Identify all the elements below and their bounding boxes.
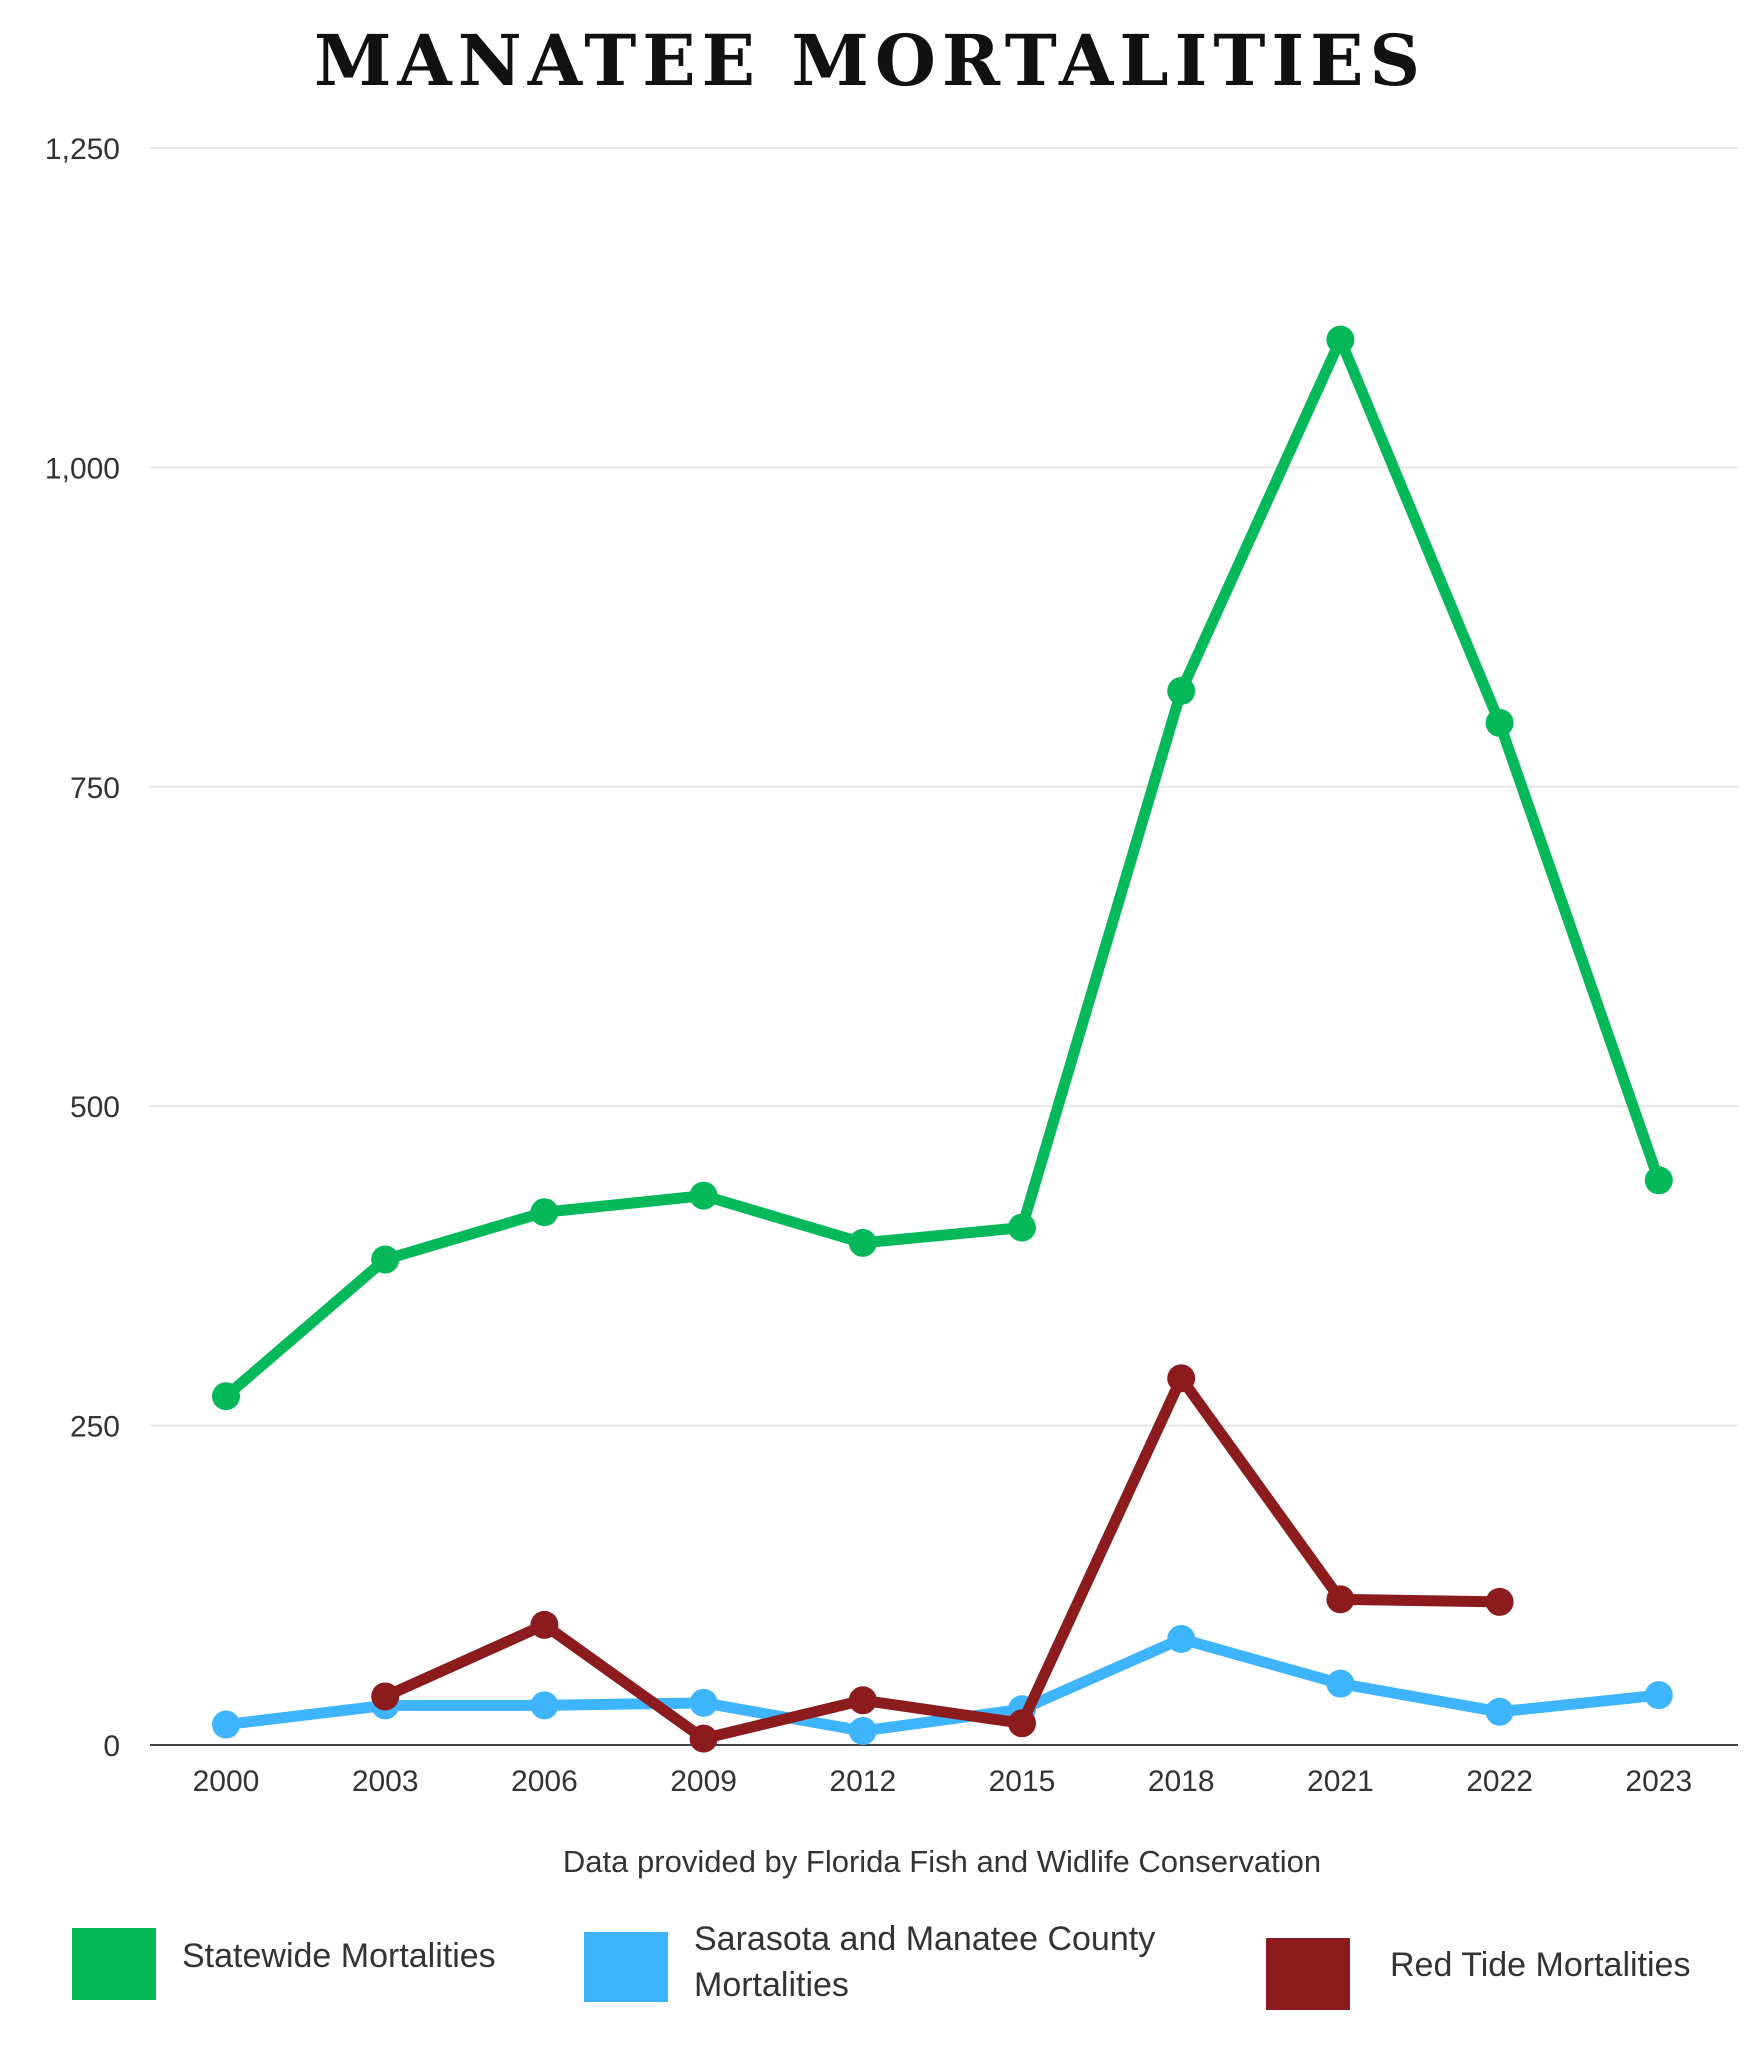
data-point: [371, 1245, 400, 1274]
data-point: [1485, 708, 1514, 737]
legend-item-2: Red Tide Mortalities: [1266, 1938, 1690, 2010]
data-point: [530, 1198, 559, 1227]
series-line: [379, 1372, 1506, 1745]
data-point: [371, 1682, 400, 1711]
x-tick-label: 2000: [193, 1765, 260, 1798]
source-note: Data provided by Florida Fish and Widlif…: [563, 1844, 1321, 1879]
data-point: [689, 1724, 718, 1753]
x-axis-tick-labels: 2000 2003 2006 2009 2012 2015 2018 2021 2022 2023: [193, 1765, 1693, 1798]
legend-swatch: [584, 1932, 668, 2002]
legend-item-0: Statewide Mortalities: [72, 1928, 496, 2000]
y-tick-label: 1,000: [45, 452, 120, 485]
y-tick-label: 250: [70, 1411, 120, 1444]
x-tick-label: 2018: [1148, 1765, 1215, 1798]
data-point: [530, 1610, 559, 1639]
data-point: [1644, 1166, 1673, 1195]
series-0: [212, 325, 1673, 1411]
data-point: [530, 1691, 559, 1720]
series-2: [371, 1364, 1514, 1753]
x-tick-label: 2009: [670, 1765, 737, 1798]
data-point: [1167, 1364, 1196, 1393]
x-tick-label: 2023: [1625, 1765, 1692, 1798]
data-point: [1644, 1681, 1673, 1710]
chart-title: MANATEE MORTALITIES: [314, 19, 1426, 102]
data-point: [1326, 325, 1355, 354]
data-point: [212, 1382, 240, 1411]
data-point: [848, 1686, 877, 1715]
data-point: [1167, 1624, 1196, 1653]
legend-label: Statewide Mortalities: [182, 1937, 496, 1975]
gridlines: [150, 147, 1738, 1427]
y-tick-label: 500: [70, 1091, 120, 1124]
y-tick-label: 1,250: [45, 133, 120, 166]
x-tick-label: 2021: [1307, 1765, 1374, 1798]
series-lines: [212, 325, 1673, 1753]
series-1: [212, 1624, 1673, 1745]
x-tick-label: 2015: [989, 1765, 1056, 1798]
legend-label: Sarasota and Manatee County Mortalities: [694, 1920, 1155, 2004]
data-point: [1008, 1213, 1036, 1242]
series-line: [220, 1633, 1665, 1737]
data-point: [689, 1181, 718, 1210]
x-tick-label: 2003: [352, 1765, 419, 1798]
data-point: [1326, 1585, 1355, 1614]
data-point: [1326, 1669, 1355, 1698]
y-axis-tick-labels: 0 250 500 750 1,000 1,250: [45, 133, 120, 1763]
data-point: [1485, 1697, 1514, 1726]
data-point: [848, 1716, 877, 1745]
data-point: [689, 1688, 718, 1717]
legend-swatch: [72, 1928, 156, 2000]
data-point: [212, 1710, 240, 1739]
legend-item-1: Sarasota and Manatee County Mortalities: [584, 1920, 1155, 2004]
data-point: [1008, 1709, 1036, 1738]
legend-swatch: [1266, 1938, 1350, 2010]
y-tick-label: 0: [103, 1730, 120, 1763]
data-point: [1167, 676, 1196, 705]
x-tick-label: 2006: [511, 1765, 578, 1798]
data-point: [848, 1228, 877, 1257]
legend: Statewide Mortalities Sarasota and Manate…: [72, 1920, 1690, 2010]
y-tick-label: 750: [70, 772, 120, 805]
legend-label: Red Tide Mortalities: [1390, 1946, 1690, 1984]
series-line: [220, 334, 1665, 1402]
x-tick-label: 2012: [829, 1765, 896, 1798]
data-point: [1485, 1587, 1514, 1616]
x-tick-label: 2022: [1466, 1765, 1533, 1798]
